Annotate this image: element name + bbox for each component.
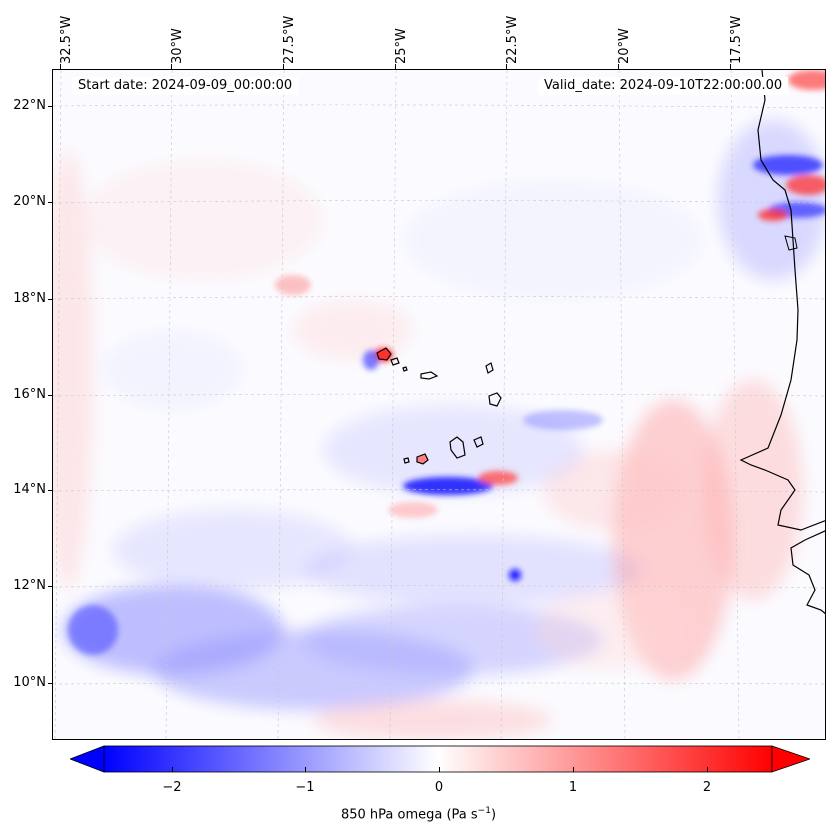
colorbar-tick-label: −1: [295, 780, 315, 795]
lat-label-10n: 10°N: [13, 675, 46, 690]
colorbar-tick: [305, 767, 306, 772]
colorbar-title-text: 850 hPa omega (Pa s: [340, 807, 478, 823]
lon-label-27-5w: 27.5°W: [282, 15, 297, 64]
omega-map: [52, 69, 826, 740]
colorbar-tick: [439, 767, 440, 772]
lon-tick: [171, 64, 172, 69]
lon-label-32-5w: 32.5°W: [59, 15, 74, 64]
lat-tick: [48, 490, 52, 491]
lat-tick: [48, 586, 52, 587]
colorbar-tick-label: 1: [568, 780, 578, 795]
lat-label-12n: 12°N: [13, 578, 46, 593]
colorbar-tick: [707, 767, 708, 772]
valid-date-label: Valid_date: 2024-09-10T22:00:00.00: [538, 77, 789, 95]
lon-tick: [506, 64, 507, 69]
omega-field: [53, 70, 825, 739]
lon-label-30w: 30°W: [170, 28, 185, 64]
colorbar-title-exponent: −1: [477, 806, 491, 816]
lat-tick: [48, 202, 52, 203]
lat-tick: [48, 299, 52, 300]
lat-label-22n: 22°N: [13, 98, 46, 113]
cape-verde-islands: [376, 347, 502, 465]
colorbar-tick: [573, 767, 574, 772]
lon-tick: [60, 64, 61, 69]
colorbar-tick-label: 2: [702, 780, 712, 795]
colorbar-gradient: [103, 745, 773, 773]
lon-tick: [618, 64, 619, 69]
lon-tick: [730, 64, 731, 69]
lon-label-20w: 20°W: [617, 28, 632, 64]
lon-label-17-5w: 17.5°W: [729, 15, 744, 64]
lat-tick: [48, 395, 52, 396]
lon-label-25w: 25°W: [394, 28, 409, 64]
lat-label-16n: 16°N: [13, 387, 46, 402]
lat-tick: [48, 106, 52, 107]
omega-features: [68, 70, 825, 655]
coast-inlet: [784, 235, 798, 251]
colorbar-extend-max: [771, 745, 810, 773]
lon-tick: [283, 64, 284, 69]
colorbar-tick: [172, 767, 173, 772]
colorbar: [70, 745, 810, 773]
lon-tick: [395, 64, 396, 69]
lon-label-22-5w: 22.5°W: [505, 15, 520, 64]
colorbar-title: 850 hPa omega (Pa s−1): [0, 806, 837, 822]
colorbar-title-end: ): [490, 807, 497, 823]
start-date-label: Start date: 2024-09-09_00:00:00: [72, 77, 299, 95]
africa-coastline: [739, 70, 825, 615]
lat-label-20n: 20°N: [13, 194, 46, 209]
colorbar-tick-label: 0: [434, 780, 444, 795]
omega-shading: [53, 120, 825, 739]
colorbar-tick-label: −2: [162, 780, 182, 795]
lat-label-14n: 14°N: [13, 482, 46, 497]
lat-label-18n: 18°N: [13, 291, 46, 306]
lat-tick: [48, 683, 52, 684]
colorbar-extend-min: [70, 745, 105, 773]
graticule: [53, 70, 825, 739]
